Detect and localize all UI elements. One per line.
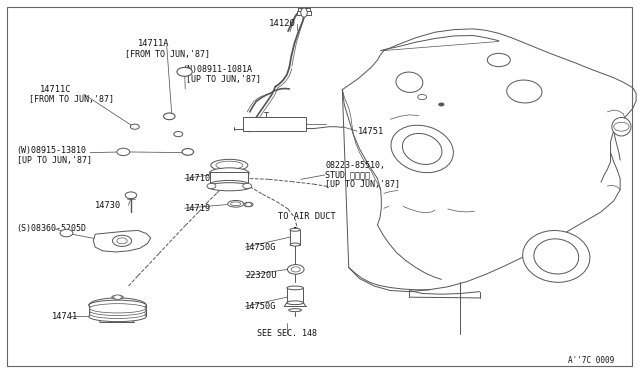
Polygon shape — [93, 231, 151, 252]
Ellipse shape — [211, 159, 248, 171]
Circle shape — [614, 122, 629, 131]
Circle shape — [113, 235, 132, 246]
Text: [UP TO JUN,'87]: [UP TO JUN,'87] — [17, 155, 92, 164]
Circle shape — [207, 183, 216, 189]
Circle shape — [487, 53, 510, 67]
Circle shape — [131, 124, 140, 129]
Ellipse shape — [290, 228, 300, 231]
Text: (S)08360-5205D: (S)08360-5205D — [17, 224, 86, 233]
Bar — [243, 117, 306, 131]
Text: 14710: 14710 — [184, 174, 211, 183]
Circle shape — [243, 183, 252, 189]
Circle shape — [287, 264, 304, 274]
Text: S: S — [65, 231, 68, 235]
Ellipse shape — [209, 168, 249, 178]
Circle shape — [177, 67, 192, 76]
Text: 14750G: 14750G — [245, 302, 276, 311]
Bar — [297, 11, 311, 15]
Circle shape — [291, 267, 300, 272]
Ellipse shape — [89, 311, 147, 322]
Text: [UP TO JUN,'87]: [UP TO JUN,'87] — [325, 180, 400, 189]
Ellipse shape — [90, 306, 146, 315]
Text: [FROM TO JUN,'87]: [FROM TO JUN,'87] — [125, 50, 210, 59]
Ellipse shape — [90, 304, 146, 313]
Text: A''7C 0009: A''7C 0009 — [568, 356, 614, 365]
Ellipse shape — [90, 309, 146, 318]
Text: 22320U: 22320U — [245, 271, 276, 280]
Ellipse shape — [228, 201, 244, 207]
Circle shape — [117, 238, 127, 244]
Circle shape — [245, 203, 252, 206]
Text: [FROM TO JUN,'87]: [FROM TO JUN,'87] — [29, 95, 114, 104]
Ellipse shape — [287, 286, 303, 290]
Circle shape — [182, 148, 193, 155]
Ellipse shape — [207, 183, 251, 191]
Ellipse shape — [612, 118, 631, 136]
Circle shape — [114, 295, 122, 299]
Text: TO AIR DUCT: TO AIR DUCT — [278, 212, 336, 221]
Circle shape — [164, 113, 175, 120]
Ellipse shape — [216, 161, 243, 169]
Ellipse shape — [112, 295, 124, 299]
Ellipse shape — [287, 301, 303, 305]
Text: 14120: 14120 — [269, 19, 296, 28]
Ellipse shape — [230, 202, 241, 206]
Text: 14730: 14730 — [95, 201, 122, 210]
Ellipse shape — [391, 125, 453, 173]
Ellipse shape — [289, 309, 301, 312]
Circle shape — [173, 132, 182, 137]
Text: SEE SEC. 148: SEE SEC. 148 — [257, 329, 317, 338]
Ellipse shape — [403, 134, 442, 164]
Ellipse shape — [210, 180, 248, 188]
Text: N: N — [182, 69, 188, 75]
Circle shape — [60, 230, 73, 237]
Circle shape — [418, 94, 427, 100]
Ellipse shape — [396, 72, 423, 92]
Ellipse shape — [244, 202, 253, 207]
Bar — [287, 288, 303, 303]
Circle shape — [125, 192, 137, 199]
Text: 08223-85510,: 08223-85510, — [325, 161, 385, 170]
Bar — [210, 172, 248, 184]
Ellipse shape — [301, 8, 307, 17]
Ellipse shape — [507, 80, 542, 103]
Text: 14719: 14719 — [184, 204, 211, 213]
Text: 14711A: 14711A — [138, 39, 170, 48]
Text: 14750G: 14750G — [245, 243, 276, 251]
Bar — [298, 8, 310, 11]
Text: 14741: 14741 — [52, 312, 78, 321]
Ellipse shape — [534, 239, 579, 274]
Text: 14711C: 14711C — [40, 85, 72, 94]
Text: (N)08911-1081A: (N)08911-1081A — [182, 65, 253, 74]
Text: (W)08915-13810: (W)08915-13810 — [17, 146, 86, 155]
Circle shape — [117, 148, 130, 155]
Text: 14860W: 14860W — [272, 118, 303, 127]
Ellipse shape — [523, 231, 590, 282]
Circle shape — [439, 103, 444, 106]
Text: 14751: 14751 — [358, 126, 385, 136]
Ellipse shape — [89, 300, 147, 311]
Bar — [290, 230, 300, 244]
Ellipse shape — [290, 243, 300, 246]
Text: [UP TO JUN,'87]: [UP TO JUN,'87] — [186, 75, 261, 84]
Text: STUD スタッド: STUD スタッド — [325, 170, 370, 179]
Text: W: W — [120, 150, 126, 154]
